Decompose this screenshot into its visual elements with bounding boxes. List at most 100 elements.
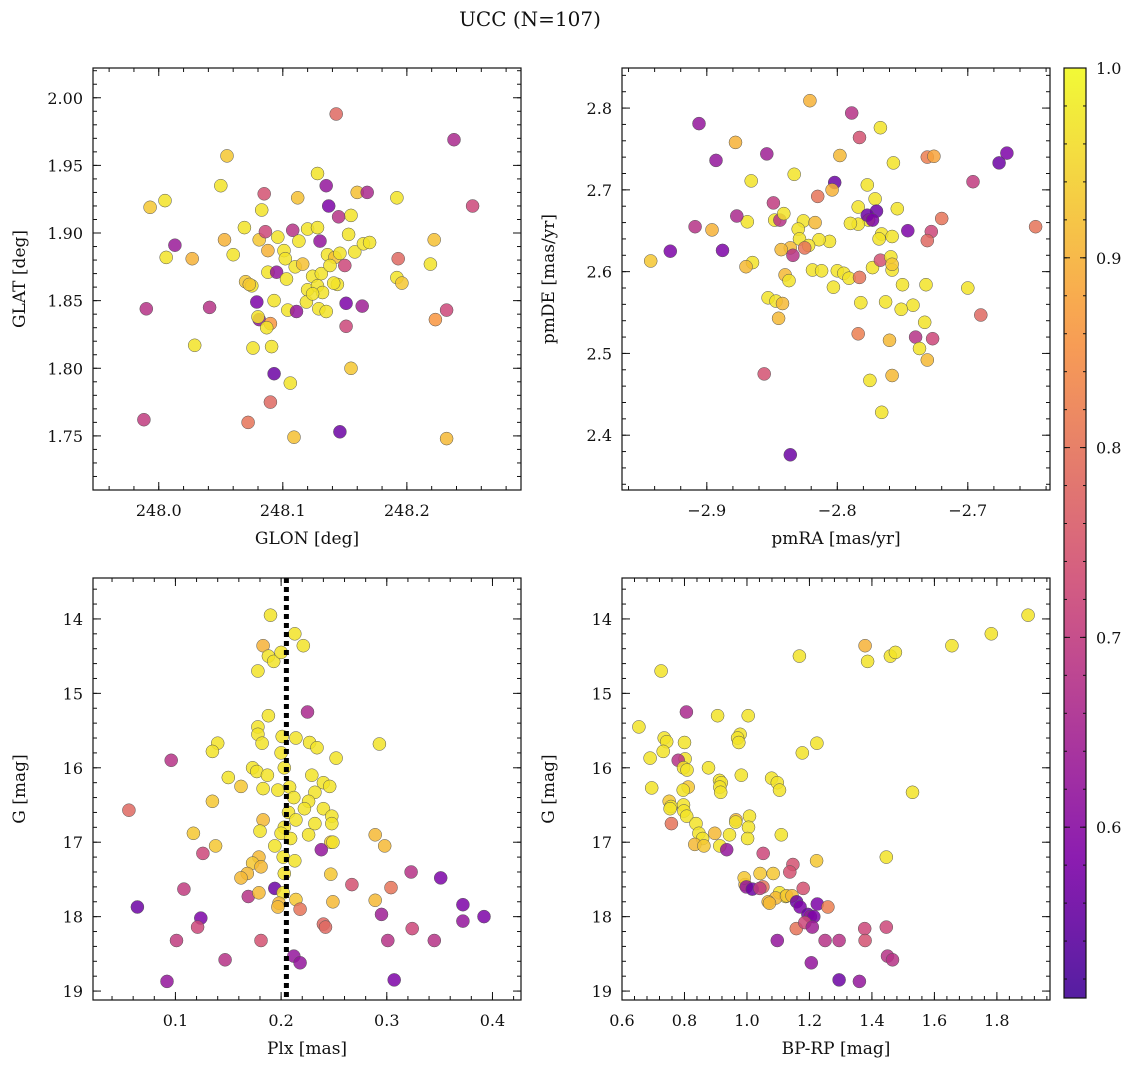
data-point bbox=[961, 281, 975, 295]
data-point bbox=[920, 233, 935, 248]
data-point bbox=[205, 794, 220, 809]
data-point bbox=[456, 914, 470, 928]
data-point bbox=[267, 366, 281, 381]
data-point bbox=[890, 201, 905, 216]
data-point bbox=[878, 295, 893, 309]
y-axis-label: pmDE [mas/yr] bbox=[539, 214, 559, 344]
data-point bbox=[852, 270, 867, 285]
x-tick-label: 0.2 bbox=[268, 1011, 293, 1030]
x-tick-label: 0.6 bbox=[609, 1011, 634, 1030]
data-point bbox=[326, 835, 340, 849]
data-point bbox=[808, 215, 822, 230]
data-point bbox=[919, 277, 933, 292]
y-tick-label: 16 bbox=[592, 759, 612, 778]
data-point bbox=[654, 664, 668, 678]
data-point bbox=[427, 933, 442, 948]
data-point bbox=[857, 921, 872, 936]
data-point bbox=[326, 276, 341, 290]
data-point bbox=[377, 839, 392, 853]
data-point bbox=[885, 953, 900, 967]
data-point bbox=[917, 315, 932, 330]
data-point bbox=[158, 193, 172, 208]
y-tick-label: 2.7 bbox=[587, 181, 612, 200]
data-point bbox=[795, 746, 810, 760]
data-point bbox=[863, 373, 877, 388]
data-point bbox=[858, 933, 872, 948]
data-point bbox=[713, 785, 728, 800]
x-axis-label: Plx [mas] bbox=[267, 1039, 347, 1059]
data-point bbox=[783, 448, 798, 462]
data-point bbox=[810, 189, 825, 204]
data-point bbox=[888, 645, 903, 660]
data-point bbox=[190, 920, 205, 934]
data-point bbox=[873, 120, 888, 135]
data-point bbox=[826, 280, 841, 294]
data-point bbox=[894, 302, 908, 317]
data-point bbox=[868, 192, 882, 206]
x-tick-label: 248.1 bbox=[260, 501, 306, 520]
data-point bbox=[705, 223, 719, 237]
y-tick-label: 1.75 bbox=[47, 427, 83, 446]
data-point bbox=[730, 209, 744, 223]
data-point bbox=[285, 223, 300, 238]
data-point bbox=[775, 296, 790, 311]
data-point bbox=[208, 839, 223, 853]
data-point bbox=[465, 199, 480, 213]
data-point bbox=[643, 254, 658, 268]
data-point bbox=[680, 763, 694, 777]
data-point bbox=[447, 132, 461, 147]
y-tick-label: 2.6 bbox=[587, 263, 612, 282]
panel-4: 0.6 0.8 1.0 1.2 1.4 1.6 1.8 14 15 16 17 18 19 BP-RP [… bbox=[539, 577, 1051, 1059]
data-point bbox=[812, 232, 826, 247]
data-point bbox=[715, 243, 730, 258]
data-point bbox=[374, 907, 389, 922]
x-tick-label: 248.0 bbox=[136, 501, 182, 520]
data-point bbox=[271, 230, 285, 244]
data-point bbox=[297, 801, 312, 816]
data-point bbox=[843, 216, 858, 231]
data-point bbox=[844, 106, 859, 120]
y-tick-label: 1.90 bbox=[47, 224, 83, 243]
data-point bbox=[966, 174, 980, 189]
data-point bbox=[258, 224, 273, 239]
x-tick-label: 0.1 bbox=[163, 1011, 188, 1030]
data-point bbox=[261, 708, 276, 723]
data-point bbox=[251, 310, 265, 324]
data-point bbox=[663, 244, 678, 258]
data-point bbox=[818, 933, 832, 948]
data-point bbox=[372, 737, 387, 751]
x-tick-label: −2.7 bbox=[948, 501, 987, 520]
axes-frame bbox=[92, 577, 522, 1001]
data-point bbox=[860, 178, 875, 192]
data-point bbox=[974, 308, 988, 322]
data-point bbox=[757, 367, 771, 381]
data-point bbox=[368, 828, 382, 842]
data-point bbox=[865, 213, 880, 227]
data-point bbox=[797, 241, 812, 255]
data-point bbox=[439, 431, 454, 446]
data-point bbox=[169, 933, 184, 948]
data-point bbox=[854, 295, 868, 310]
data-point bbox=[804, 956, 819, 970]
data-point bbox=[882, 333, 897, 348]
data-point bbox=[254, 933, 268, 948]
data-point bbox=[339, 296, 353, 311]
data-point bbox=[391, 251, 405, 266]
y-tick-label: 14 bbox=[63, 610, 83, 629]
data-point bbox=[256, 813, 270, 827]
data-point bbox=[313, 234, 327, 248]
data-point bbox=[289, 813, 303, 827]
y-axis-label: GLAT [deg] bbox=[10, 230, 30, 328]
data-point bbox=[643, 751, 657, 765]
colorbar-tick-label: 0.9 bbox=[1096, 249, 1121, 268]
data-point bbox=[832, 933, 846, 948]
y-tick-label: 18 bbox=[63, 908, 83, 927]
data-point bbox=[263, 608, 278, 622]
data-point bbox=[381, 933, 395, 948]
x-tick-label: 248.2 bbox=[384, 501, 430, 520]
data-point bbox=[266, 654, 281, 669]
y-tick-label: 19 bbox=[63, 982, 83, 1001]
data-point bbox=[879, 920, 894, 934]
data-point bbox=[710, 708, 725, 723]
data-point bbox=[774, 828, 789, 842]
